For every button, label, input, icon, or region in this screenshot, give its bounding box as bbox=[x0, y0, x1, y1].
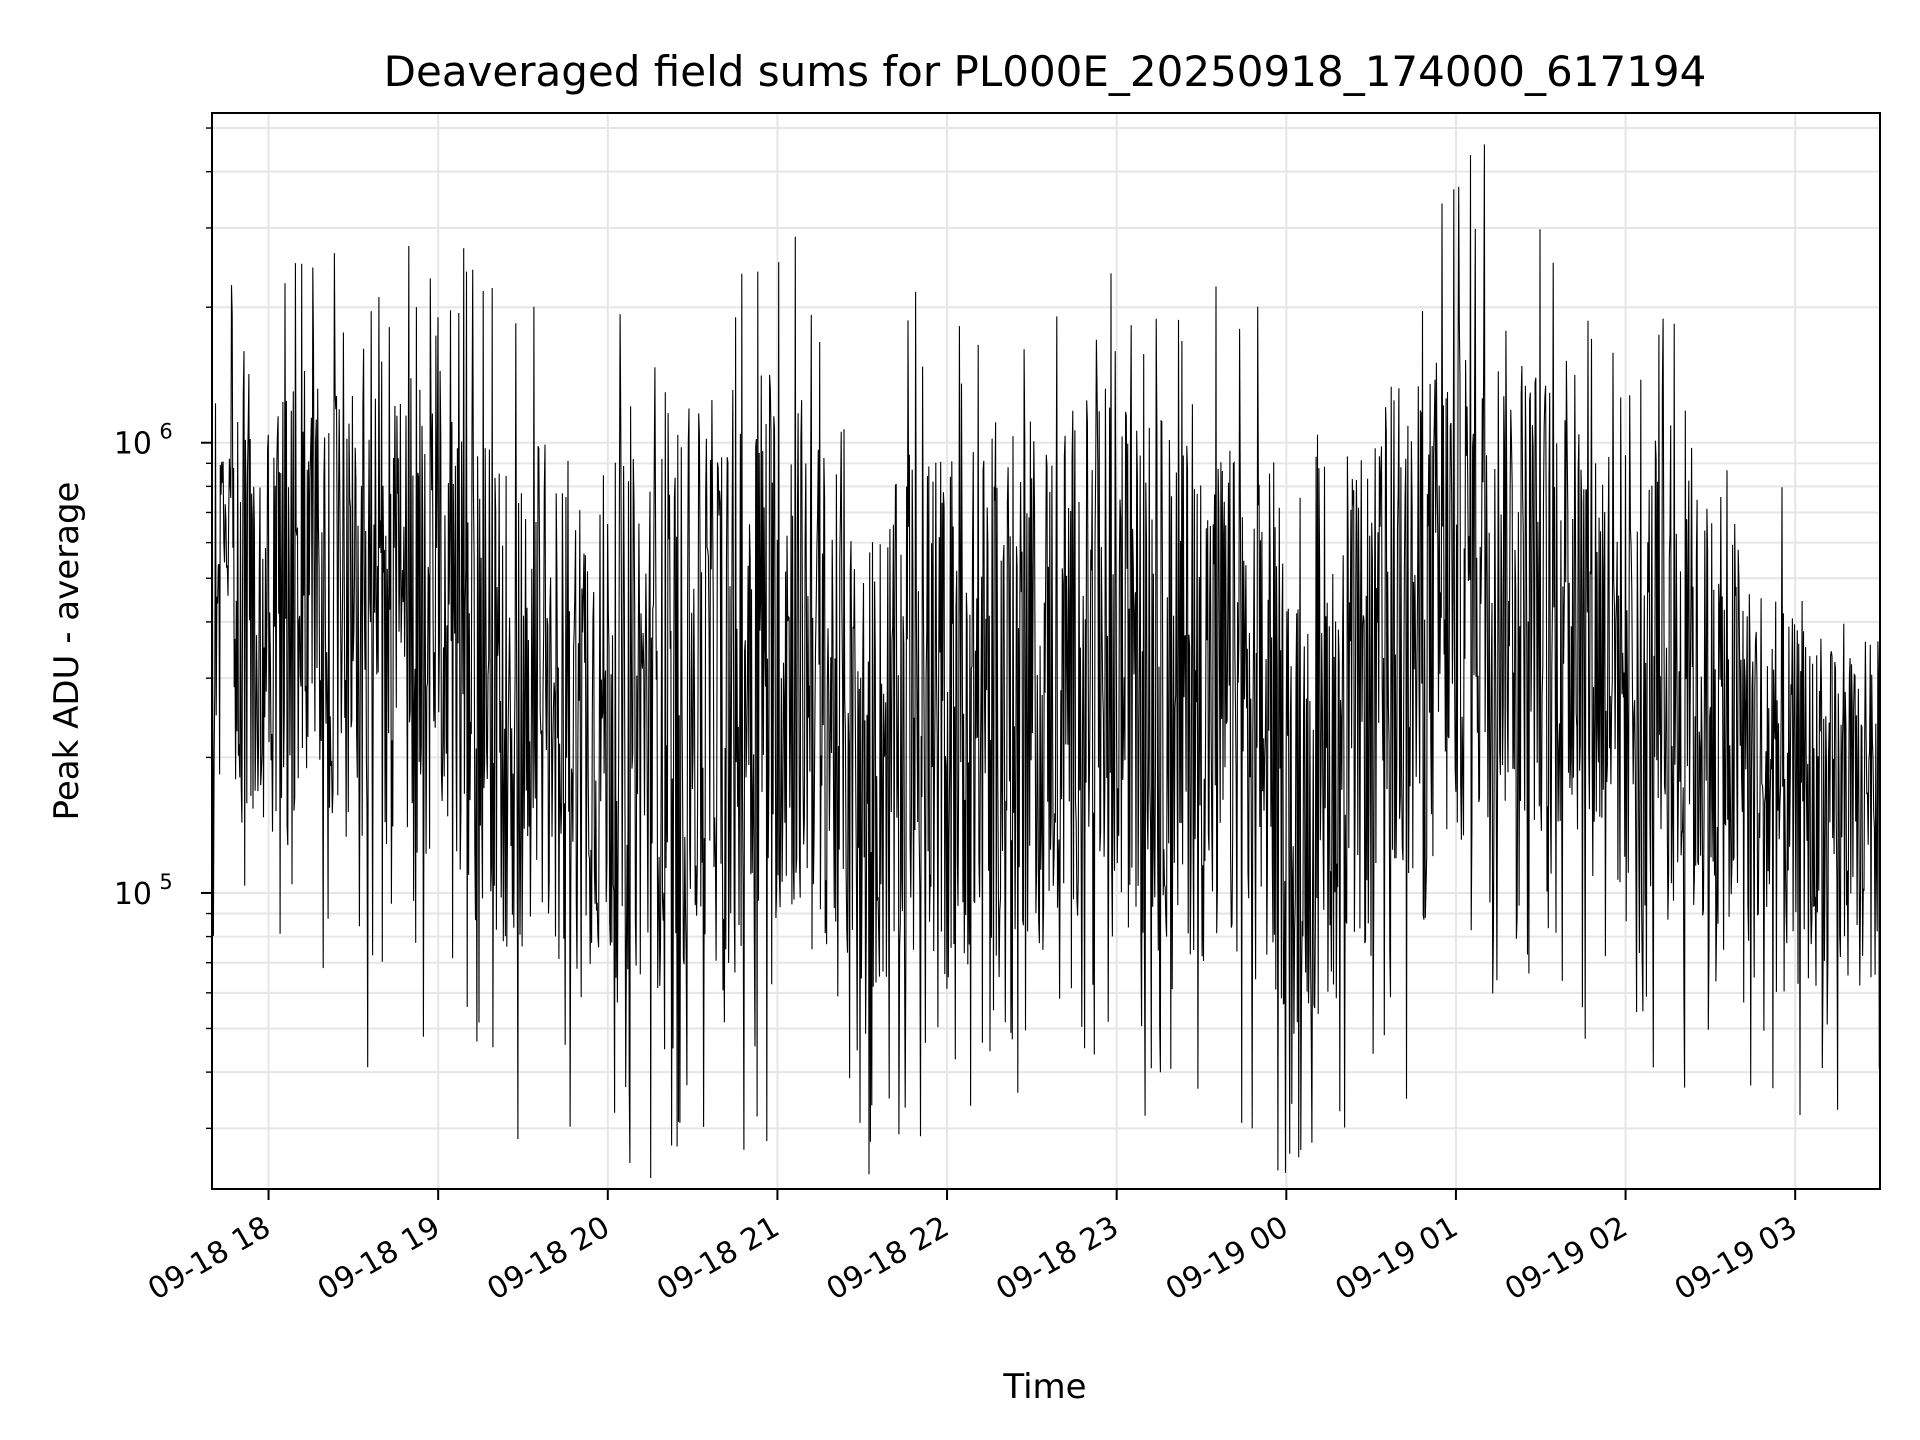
y-tick-label: 10 bbox=[114, 427, 152, 462]
y-tick-label: 10 bbox=[114, 877, 152, 912]
series-layer bbox=[211, 144, 1881, 1179]
y-tick-mantissa: 10 bbox=[114, 427, 152, 462]
x-axis-label: Time bbox=[1002, 1367, 1086, 1407]
y-axis: 10 5 10 6 bbox=[114, 127, 212, 1130]
y-tick-exponent: 5 bbox=[159, 870, 172, 894]
y-tick-exponent: 6 bbox=[159, 420, 172, 444]
series-line bbox=[211, 144, 1881, 1179]
y-tick-mantissa: 10 bbox=[114, 877, 152, 912]
plot-frame bbox=[211, 112, 1881, 1190]
y-axis-label: Peak ADU - average bbox=[47, 482, 87, 821]
chart-title: Deaveraged field sums for PL000E_2025091… bbox=[384, 47, 1707, 96]
